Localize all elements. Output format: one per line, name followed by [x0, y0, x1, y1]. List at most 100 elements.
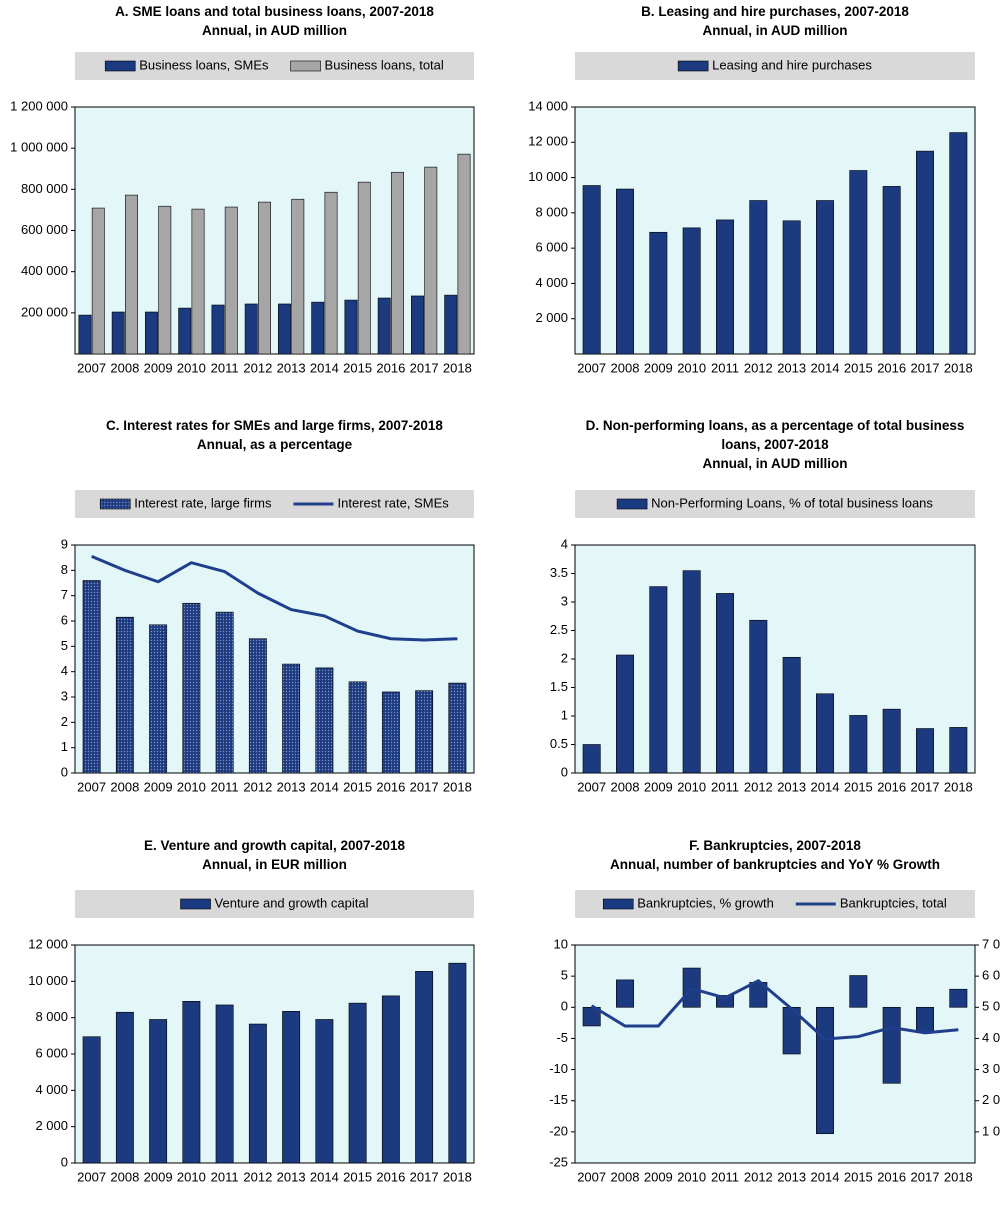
- y-tick-label: 1: [61, 739, 68, 754]
- plot-area: [74, 544, 475, 774]
- x-tick-label: 2015: [844, 779, 873, 794]
- x-tick-label: 2009: [144, 1169, 173, 1184]
- x-tick-label: 2008: [611, 1169, 640, 1184]
- x-tick-label: 2017: [911, 1169, 940, 1184]
- x-tick-label: 2007: [577, 779, 606, 794]
- x-tick-label: 2017: [410, 1169, 439, 1184]
- y-tick-label: 3: [561, 593, 568, 608]
- x-tick-label: 2010: [677, 360, 706, 375]
- bar: [949, 988, 968, 1008]
- bar: [215, 1004, 234, 1164]
- x-tick-label: 2010: [177, 360, 206, 375]
- x-tick-label: 2018: [944, 779, 973, 794]
- x-tick-label: 2015: [343, 360, 372, 375]
- bar: [224, 206, 238, 355]
- bar: [115, 616, 134, 774]
- legend-box: [75, 890, 474, 918]
- bar: [916, 1006, 934, 1033]
- y-tick-label: 10 000: [28, 973, 68, 988]
- bar: [125, 194, 138, 355]
- bar: [282, 663, 301, 774]
- y2-tick-label: 5 000: [982, 999, 1000, 1014]
- bar: [248, 638, 267, 774]
- chart-title-block: F. Bankruptcies, 2007-2018 Annual, number…: [555, 836, 995, 874]
- legend-box: [575, 52, 975, 80]
- chart-subtitle: Annual, number of bankruptcies and YoY %…: [609, 857, 941, 872]
- legend-item: Business loans, total: [290, 57, 444, 72]
- y-tick-label: 5: [561, 968, 568, 983]
- bar: [215, 611, 234, 774]
- bar: [882, 186, 901, 355]
- bar: [178, 307, 192, 355]
- bar: [348, 681, 367, 774]
- legend-label: Interest rate, large firms: [134, 495, 272, 510]
- bar: [91, 207, 105, 355]
- chart-title: B. Leasing and hire purchases, 2007-2018: [641, 4, 909, 19]
- legend-box: [75, 490, 474, 518]
- x-tick-label: 2008: [110, 779, 139, 794]
- chart-title-block: B. Leasing and hire purchases, 2007-2018…: [555, 2, 995, 40]
- legend-label: Bankruptcies, % growth: [637, 895, 774, 910]
- y2-tick-label: 2 000: [982, 1092, 1000, 1107]
- y-tick-label: 8: [61, 562, 68, 577]
- y-tick-label: 6: [61, 612, 68, 627]
- x-tick-label: 2017: [410, 779, 439, 794]
- bar: [415, 690, 434, 774]
- y-tick-label: 0: [561, 764, 568, 779]
- x-tick-label: 2015: [844, 360, 873, 375]
- bar: [149, 1019, 168, 1164]
- y-tick-label: -10: [549, 1061, 568, 1076]
- x-tick-label: 2014: [811, 779, 840, 794]
- y-tick-label: 8 000: [535, 204, 568, 219]
- y-tick-label: 1 200 000: [10, 98, 68, 113]
- bar: [182, 1001, 201, 1164]
- bar: [211, 304, 225, 355]
- x-tick-label: 2016: [877, 360, 906, 375]
- bar: [182, 602, 201, 774]
- bar: [882, 708, 901, 774]
- x-tick-label: 2015: [343, 1169, 372, 1184]
- legend-item: Leasing and hire purchases: [677, 57, 872, 72]
- x-tick-label: 2016: [376, 1169, 405, 1184]
- x-tick-label: 2013: [277, 1169, 306, 1184]
- legend-swatch: [180, 898, 211, 910]
- x-tick-label: 2018: [443, 779, 472, 794]
- x-tick-label: 2008: [110, 1169, 139, 1184]
- x-tick-label: 2007: [577, 1169, 606, 1184]
- bar: [816, 200, 834, 355]
- bar: [282, 1011, 301, 1164]
- chart-title-block: A. SME loans and total business loans, 2…: [55, 2, 495, 40]
- legend-swatch: [677, 60, 709, 72]
- bar: [424, 166, 438, 355]
- bar: [716, 593, 734, 774]
- legend-label: Bankruptcies, total: [840, 895, 947, 910]
- chart-title-block: D. Non-performing loans, as a percentage…: [585, 416, 965, 473]
- legend-label: Business loans, SMEs: [139, 57, 269, 72]
- x-tick-label: 2007: [77, 779, 106, 794]
- y-tick-label: 8 000: [35, 1009, 68, 1024]
- bar: [782, 656, 801, 774]
- bar: [882, 1006, 901, 1084]
- bar: [916, 728, 934, 774]
- x-tick-label: 2012: [243, 779, 272, 794]
- y-tick-label: 600 000: [21, 222, 68, 237]
- x-tick-label: 2012: [243, 360, 272, 375]
- chart-title-block: C. Interest rates for SMEs and large fir…: [55, 416, 495, 454]
- y-tick-label: 9: [61, 536, 68, 551]
- bar: [582, 185, 601, 355]
- y-tick-label: 1.5: [550, 679, 568, 694]
- chart-title: A. SME loans and total business loans, 2…: [115, 4, 434, 19]
- y-tick-label: 6 000: [535, 240, 568, 255]
- bar: [82, 1036, 101, 1164]
- y-tick-label: 3: [61, 688, 68, 703]
- y-tick-label: 7: [61, 587, 68, 602]
- x-tick-label: 2011: [711, 1169, 739, 1184]
- legend-item: Business loans, SMEs: [104, 57, 269, 72]
- bar: [258, 201, 271, 355]
- y-tick-label: 4: [61, 663, 68, 678]
- y-tick-label: 12 000: [28, 936, 68, 951]
- legend-label: Venture and growth capital: [215, 895, 369, 910]
- x-tick-label: 2011: [711, 779, 739, 794]
- x-tick-label: 2009: [644, 1169, 673, 1184]
- x-tick-label: 2009: [144, 779, 173, 794]
